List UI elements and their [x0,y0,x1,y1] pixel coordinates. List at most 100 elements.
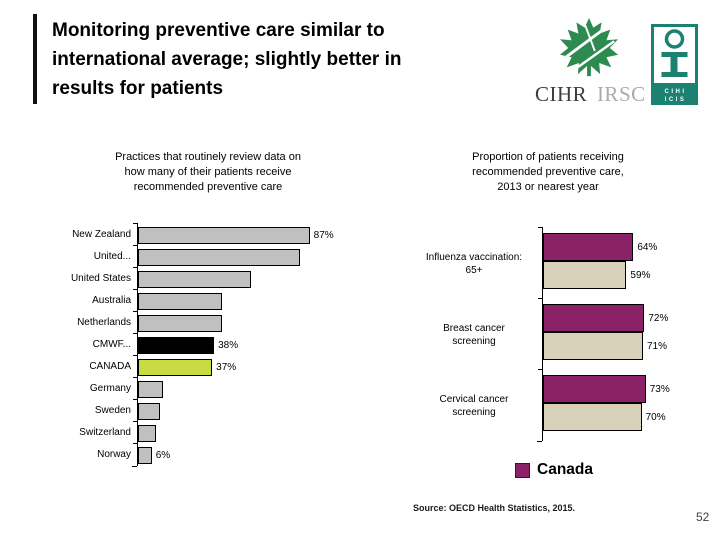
bar-area: 72% 71% [538,298,702,370]
cihi-wordmark: CIHI ICIS [651,86,698,105]
bar-row: CANADA 37% [65,355,367,378]
bar-group: Breast cancer screening 72% 71% [412,298,702,370]
value-label: 73% [649,383,670,395]
bar-row: Norway 6% [65,443,367,466]
bar-area [133,267,367,290]
bar-area [133,399,367,422]
right-bar-chart: Influenza vaccination: 65+ 64% 59% Breast ca… [412,227,702,442]
value-label: 38% [218,339,239,351]
bar-group: Influenza vaccination: 65+ 64% 59% [412,227,702,299]
bar [543,233,634,261]
canada-legend-swatch [515,462,530,478]
maple-leaf-icon [559,18,619,77]
canada-legend-label: Canada [537,461,593,478]
right-chart-title: Proportion of patients receiving recomme… [428,150,668,195]
bar-row: CMWF... 38% [65,333,367,356]
irsc-text: IRSC [596,82,646,106]
bar [138,402,160,420]
slide-title-line: international average; slightly better i… [52,49,402,70]
chart-legend: Canada [515,461,593,479]
category-label-line: screening [452,335,496,347]
right-chart-title-line: 2013 or nearest year [497,181,599,193]
category-label: Netherlands [77,317,131,328]
bar-area: 64% 59% [538,227,702,299]
category-label-line: screening [452,406,496,418]
bar-row: Australia [65,289,367,312]
left-bar-chart: New Zealand 87% United... United States Aust… [65,223,367,467]
left-chart-title-line: recommended preventive care [133,181,283,193]
bar [138,270,252,288]
bar-row: 70% [543,403,702,431]
category-label: United... [93,251,131,262]
category-label-line: Influenza vaccination: [425,251,523,263]
category-label: Cervical cancer screening [412,370,542,441]
bar [543,261,627,289]
bar-row: United States [65,267,367,290]
value-label: 71% [646,340,667,352]
category-label: Breast cancer screening [412,299,542,370]
slide-title: Monitoring preventive care similar to in… [52,16,492,103]
category-label: Germany [89,383,131,394]
value-label: 87% [313,229,334,241]
bar-row: Sweden [65,399,367,422]
category-label: Sweden [94,405,131,416]
bar-row: 59% [543,261,702,289]
bar [138,292,222,310]
bar-area [133,377,367,400]
bar-row: 71% [543,332,702,360]
value-label: 37% [216,361,237,373]
bar-area: 73% 70% [538,369,702,441]
bar-row: Germany [65,377,367,400]
slide-title-line: results for patients [52,78,224,99]
bar [138,314,222,332]
bar-row: Switzerland [65,421,367,444]
cihr-wordmark: CIHR IRSC [535,82,645,107]
category-label-line: Breast cancer [443,322,505,334]
bar-area [133,421,367,444]
bar-area [133,311,367,334]
category-label-line: 65+ [465,264,483,276]
bar-row: United... [65,245,367,268]
bar [138,380,164,398]
bar [138,424,156,442]
bar [543,332,643,360]
slide-title-line: Monitoring preventive care similar to [52,20,385,41]
cihi-text: CIHI [664,89,687,95]
title-accent-bar [33,14,37,104]
category-label: Australia [92,295,131,306]
value-label: 64% [637,241,658,253]
category-label-line: Cervical cancer [439,393,509,405]
right-chart-title-line: Proportion of patients receiving [472,151,624,163]
bar-area: 87% [133,223,367,246]
bar-area: 37% [133,355,367,378]
left-chart-title-line: how many of their patients receive [124,166,292,178]
bar [543,375,646,403]
icis-text: ICIS [664,97,687,103]
bar-row: 64% [543,233,702,261]
cihr-text: CIHR [535,82,588,106]
left-chart-title-line: Practices that routinely review data on [115,151,301,163]
category-label: United States [70,273,131,284]
bar [138,336,215,354]
left-chart-title: Practices that routinely review data on … [88,150,328,195]
category-label: CANADA [89,361,131,372]
category-label: CMWF... [92,339,131,350]
bar [138,248,300,266]
cihr-logo: CIHR IRSC [535,16,645,108]
bar-row: 72% [543,304,702,332]
category-label: Norway [97,449,131,460]
source-note: Source: OECD Health Statistics, 2015. [413,503,576,513]
value-label: 72% [648,312,669,324]
right-chart-title-line: recommended preventive care, [472,166,624,178]
bar [138,226,310,244]
value-label: 6% [155,449,171,461]
bar-group: Cervical cancer screening 73% 70% [412,369,702,441]
bar [138,358,213,376]
cihi-figure-icon [651,24,698,86]
value-label: 59% [630,269,651,281]
bar [543,304,645,332]
value-label: 70% [645,411,666,423]
bar-area: 38% [133,333,367,356]
bar-row: Netherlands [65,311,367,334]
